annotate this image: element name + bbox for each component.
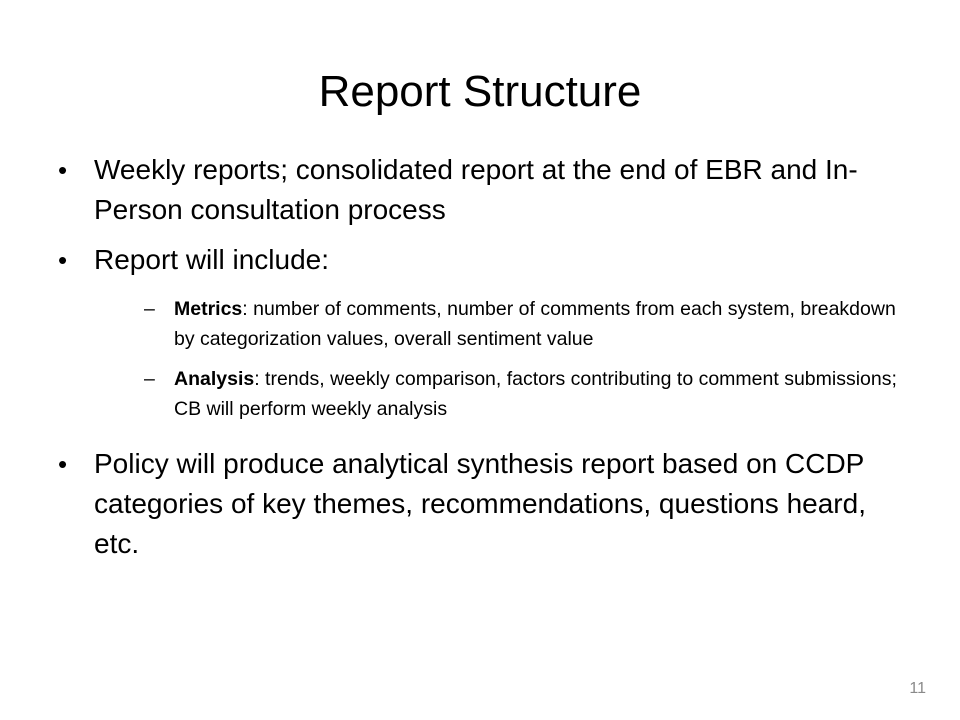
sub-bullet-text: : number of comments, number of comments… <box>174 298 896 350</box>
bullet-text: Weekly reports; consolidated report at t… <box>94 154 858 225</box>
sub-bullet-label: Metrics <box>174 298 243 320</box>
bullet-marker: • <box>58 155 68 185</box>
sub-bullet-text: : trends, weekly comparison, factors con… <box>174 368 897 420</box>
sub-bullet-analysis: – Analysis: trends, weekly comparison, f… <box>144 364 914 424</box>
bullet-weekly-reports: • Weekly reports; consolidated report at… <box>54 150 914 230</box>
bullet-text: Policy will produce analytical synthesis… <box>94 448 866 559</box>
bullet-report-include: • Report will include: – Metrics: number… <box>54 240 914 424</box>
dash-marker: – <box>144 298 155 320</box>
page-number: 11 <box>909 680 926 697</box>
sub-bullet-list: – Metrics: number of comments, number of… <box>144 294 914 424</box>
bullet-marker: • <box>58 449 68 479</box>
dash-marker: – <box>144 368 155 390</box>
bullet-list: • Weekly reports; consolidated report at… <box>54 150 914 564</box>
bullet-text: Report will include: <box>94 244 329 275</box>
bullet-policy-synthesis: • Policy will produce analytical synthes… <box>54 444 914 564</box>
slide-title: Report Structure <box>318 67 642 116</box>
sub-bullet-label: Analysis <box>174 368 255 390</box>
bullet-marker: • <box>58 245 68 275</box>
sub-bullet-metrics: – Metrics: number of comments, number of… <box>144 294 914 354</box>
